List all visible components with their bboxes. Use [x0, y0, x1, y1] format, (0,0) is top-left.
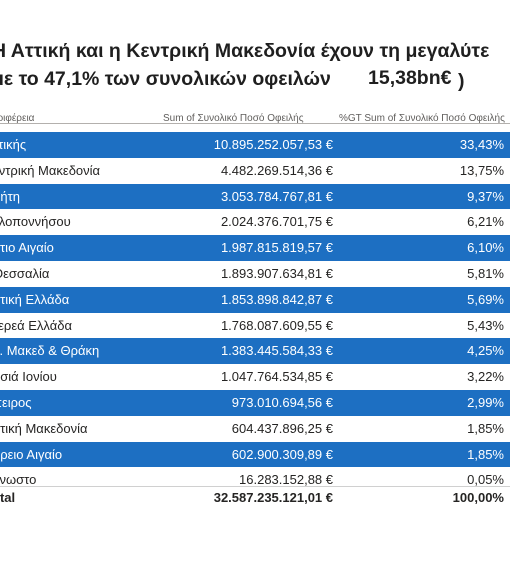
- cell-pct: 1,85%: [467, 446, 504, 462]
- cell-name: γνωστο: [0, 472, 37, 488]
- headline-paren: ): [458, 70, 465, 92]
- cell-amount: 2.024.376.701,75 €: [220, 214, 333, 230]
- cell-amount: 3.053.784.767,81 €: [220, 188, 333, 204]
- cell-name: υτική Μακεδονία: [0, 420, 88, 436]
- total-pct: 100,00%: [452, 490, 504, 505]
- data-table: εριφέρεια Sum of Συνολικό Ποσό Οφειλής %…: [0, 110, 510, 128]
- table-row[interactable]: ελοποννήσου 2.024.376.701,75 € 6,21%: [0, 209, 510, 236]
- table-row[interactable]: ησιά Ιονίου 1.047.764.534,85 € 3,22%: [0, 364, 510, 390]
- table-row[interactable]: υτική Μακεδονία 604.437.896,25 € 1,85%: [0, 415, 510, 442]
- cell-pct: 5,43%: [467, 317, 504, 333]
- table-row[interactable]: εντρική Μακεδονία 4.482.269.514,36 € 13,75…: [0, 157, 510, 184]
- table-row[interactable]: ότιο Αιγαίο 1.987.815.819,57 € 6,10%: [0, 235, 510, 261]
- cell-pct: 5,69%: [467, 291, 504, 307]
- cell-name: ττικής: [0, 137, 27, 152]
- header-sum[interactable]: Sum of Συνολικό Ποσό Οφειλής: [163, 113, 304, 124]
- table-row[interactable]: υτική Ελλάδα 1.853.898.842,87 € 5,69%: [0, 286, 510, 313]
- cell-amount: 604.437.896,25 €: [231, 420, 333, 436]
- cell-amount: 1.853.898.842,87 €: [220, 291, 333, 307]
- cell-pct: 6,10%: [467, 240, 504, 256]
- table-row[interactable]: ν. Μακεδ & Θράκη 1.383.445.584,33 € 4,25%: [0, 338, 510, 365]
- cell-amount: 16.283.152,88 €: [239, 472, 333, 488]
- cell-name: υτική Ελλάδα: [0, 291, 70, 307]
- total-label: otal: [0, 490, 16, 505]
- table-row[interactable]: γνωστο 16.283.152,88 € 0,05%: [0, 467, 510, 494]
- header-region[interactable]: εριφέρεια: [0, 113, 35, 124]
- table-row[interactable]: Θεσσαλία 1.893.907.634,81 € 5,81%: [0, 260, 510, 287]
- cell-amount: 973.010.694,56 €: [231, 394, 333, 410]
- cell-amount: 1.383.445.584,33 €: [220, 343, 333, 359]
- table-row[interactable]: όρειο Αιγαίο 602.900.309,89 € 1,85%: [0, 441, 510, 468]
- header-pct[interactable]: %GT Sum of Συνολικό Ποσό Οφειλής: [339, 113, 505, 124]
- cell-name: Θεσσαλία: [0, 265, 50, 281]
- cell-amount: 602.900.309,89 €: [231, 446, 333, 462]
- cell-name: εντρική Μακεδονία: [0, 162, 101, 178]
- cell-pct: 2,99%: [467, 394, 504, 410]
- table-header: εριφέρεια Sum of Συνολικό Ποσό Οφειλής %…: [0, 110, 510, 128]
- cell-amount: 1.893.907.634,81 €: [220, 265, 333, 281]
- cell-name: ότιο Αιγαίο: [0, 240, 54, 256]
- cell-amount: 4.482.269.514,36 €: [220, 162, 333, 178]
- headline-amount: 15,38bn€: [368, 67, 452, 89]
- cell-amount: 1.047.764.534,85 €: [220, 369, 333, 385]
- total-row: otal 32.587.235.121,01 € 100,00%: [0, 486, 510, 509]
- headline: Η Αττική και η Κεντρική Μακεδονία έχουν …: [0, 38, 530, 92]
- cell-pct: 4,25%: [467, 343, 504, 359]
- cell-pct: 13,75%: [459, 162, 504, 178]
- cell-amount: 10.895.252.057,53 €: [213, 137, 333, 152]
- cell-name: τερεά Ελλάδα: [0, 317, 72, 333]
- cell-pct: 3,22%: [467, 369, 504, 385]
- cell-pct: 9,37%: [467, 188, 504, 204]
- cell-amount: 1.768.087.609,55 €: [220, 317, 333, 333]
- cell-name: ελοποννήσου: [0, 214, 71, 230]
- cell-pct: 0,05%: [467, 472, 504, 488]
- cell-name: πειρος: [0, 394, 32, 410]
- table-row[interactable]: ρήτη 3.053.784.767,81 € 9,37%: [0, 183, 510, 210]
- table-row[interactable]: τερεά Ελλάδα 1.768.087.609,55 € 5,43%: [0, 312, 510, 339]
- headline-line-1: Η Αττική και η Κεντρική Μακεδονία έχουν …: [0, 40, 490, 62]
- table-row[interactable]: ττικής 10.895.252.057,53 € 33,43%: [0, 132, 510, 158]
- total-amount: 32.587.235.121,01 €: [213, 490, 333, 505]
- cell-name: όρειο Αιγαίο: [0, 446, 63, 462]
- headline-line-2: με το 47,1% των συνολικών οφειλών: [0, 68, 331, 90]
- cell-name: ρήτη: [0, 188, 20, 204]
- table-row[interactable]: πειρος 973.010.694,56 € 2,99%: [0, 389, 510, 416]
- cell-pct: 5,81%: [467, 265, 504, 281]
- cell-amount: 1.987.815.819,57 €: [220, 240, 333, 256]
- table-body: ττικής 10.895.252.057,53 € 33,43% εντρική Μ…: [0, 132, 510, 494]
- cell-pct: 33,43%: [459, 137, 504, 152]
- cell-name: ησιά Ιονίου: [0, 369, 57, 385]
- cell-pct: 6,21%: [467, 214, 504, 230]
- header-divider: [0, 123, 510, 124]
- cell-name: ν. Μακεδ & Θράκη: [0, 343, 100, 359]
- cell-pct: 1,85%: [467, 420, 504, 436]
